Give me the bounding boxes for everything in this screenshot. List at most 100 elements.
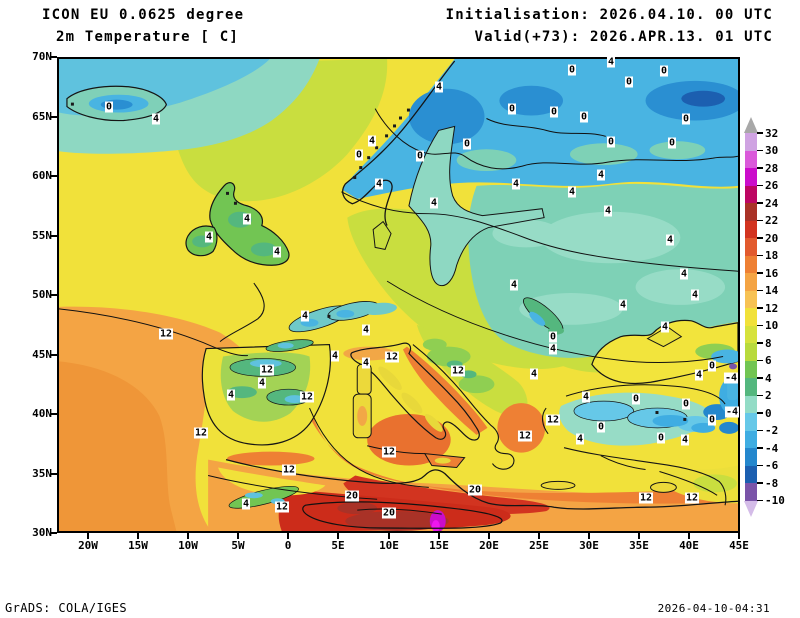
- lon-tick-mark: [187, 533, 189, 539]
- colorbar-value-label: -8: [765, 476, 779, 490]
- lon-tick-label: 0: [284, 539, 292, 552]
- colorbar-segment: [745, 483, 757, 501]
- colorbar-value-label: 22: [765, 214, 779, 227]
- lat-tick-mark: [51, 532, 57, 534]
- colorbar-tick: [757, 429, 763, 432]
- colorbar-bar: [745, 133, 757, 501]
- colorbar-value-label: 32: [765, 126, 779, 140]
- lon-tick-mark: [588, 533, 590, 539]
- colorbar-over-arrow: [744, 117, 758, 133]
- lon-tick-mark: [388, 533, 390, 539]
- colorbar-segment: [745, 185, 757, 203]
- colorbar-value-label: 30: [765, 144, 779, 157]
- lon-tick-mark: [638, 533, 640, 539]
- lat-tick-mark: [51, 413, 57, 415]
- lon-tick-mark: [488, 533, 490, 539]
- colorbar-value-label: 26: [765, 179, 779, 192]
- colorbar-value-label: 18: [765, 249, 779, 262]
- colorbar-tick: [757, 272, 763, 274]
- lon-tick-mark: [87, 533, 89, 539]
- colorbar-tick: [757, 307, 763, 309]
- colorbar-segment: [745, 238, 757, 256]
- colorbar-value-label: 2: [765, 389, 772, 402]
- colorbar-segment: [745, 413, 757, 431]
- lat-tick-label: 60N: [32, 169, 52, 182]
- lon-tick-label: 10W: [178, 539, 198, 552]
- colorbar-tick: [757, 184, 763, 187]
- lon-tick-mark: [688, 533, 690, 539]
- temperature-colorbar: 32 30 28 26 24 22 20 18 16 14 12 10 8 6 4 2 0 -2 -4 -6 -8 -10: [744, 117, 800, 527]
- lat-tick-mark: [51, 116, 57, 118]
- colorbar-value-label: 24: [765, 196, 779, 210]
- colorbar-tick: [757, 132, 763, 134]
- colorbar-segment: [745, 465, 757, 483]
- lon-tick-label: 5W: [231, 539, 245, 552]
- lon-tick-label: 40E: [679, 539, 699, 552]
- colorbar-tick: [757, 482, 763, 484]
- colorbar-segment: [745, 378, 757, 396]
- lat-tick-label: 70N: [32, 50, 52, 63]
- colorbar-tick: [757, 289, 763, 292]
- colorbar-segment: [745, 273, 757, 291]
- colorbar-value-label: -2: [765, 424, 779, 437]
- map-frame: 0 4 4 4 0 0 0 0 0 0 0 0 0 0 0 0 4 4 4 4 4 4 4 4 4 4 4 4 4 4 4 4 0 4 4 4 4 4 12…: [57, 56, 740, 533]
- lon-tick-mark: [438, 533, 440, 539]
- colorbar-segment: [745, 308, 757, 326]
- colorbar-tick: [757, 377, 763, 379]
- lat-tick-label: 40N: [32, 407, 52, 420]
- colorbar-value-label: -6: [765, 459, 779, 472]
- colorbar-tick: [757, 412, 763, 414]
- colorbar-segment: [745, 343, 757, 361]
- lat-tick-mark: [51, 294, 57, 296]
- lat-tick-mark: [51, 235, 57, 237]
- colorbar-value-label: 0: [765, 406, 772, 420]
- model-title: ICON EU 0.0625 degree: [42, 7, 245, 23]
- creation-timestamp: 2026-04-10-04:31: [657, 602, 770, 615]
- colorbar-value-label: 4: [765, 371, 772, 385]
- lon-tick-mark: [137, 533, 139, 539]
- lat-tick-mark: [51, 56, 57, 58]
- colorbar-value-label: 6: [765, 354, 772, 367]
- colorbar-tick: [757, 447, 763, 449]
- colorbar-tick: [757, 149, 763, 152]
- temperature-map-svg: [59, 59, 738, 531]
- colorbar-tick: [757, 464, 763, 467]
- colorbar-value-label: 20: [765, 231, 779, 245]
- lon-tick-label: 15E: [429, 539, 449, 552]
- colorbar-value-label: -4: [765, 441, 779, 455]
- colorbar-segment: [745, 325, 757, 343]
- lon-tick-label: 20W: [78, 539, 98, 552]
- colorbar-tick: [757, 237, 763, 239]
- colorbar-tick: [757, 167, 763, 169]
- lon-tick-label: 35E: [629, 539, 649, 552]
- colorbar-tick: [757, 499, 763, 502]
- colorbar-value-label: 10: [765, 319, 779, 332]
- colorbar-segment: [745, 395, 757, 413]
- colorbar-segment: [745, 203, 757, 221]
- lat-tick-mark: [51, 175, 57, 177]
- colorbar-segment: [745, 290, 757, 308]
- lon-tick-mark: [287, 533, 289, 539]
- lon-tick-label: 15W: [128, 539, 148, 552]
- colorbar-segment: [745, 220, 757, 238]
- lat-tick-label: 50N: [32, 288, 52, 301]
- field-title: 2m Temperature [ C]: [56, 29, 239, 45]
- grads-credit: GrADS: COLA/IGES: [5, 601, 127, 615]
- lon-tick-mark: [738, 533, 740, 539]
- lon-tick-label: 10E: [379, 539, 399, 552]
- colorbar-segment: [745, 360, 757, 378]
- colorbar-tick: [757, 394, 763, 397]
- lon-tick-label: 30E: [579, 539, 599, 552]
- colorbar-value-label: 8: [765, 336, 772, 350]
- colorbar-segment: [745, 448, 757, 466]
- lon-tick-label: 20E: [479, 539, 499, 552]
- colorbar-segment: [745, 430, 757, 448]
- colorbar-value-label: 12: [765, 301, 779, 315]
- lat-tick-label: 35N: [32, 467, 52, 480]
- colorbar-tick: [757, 202, 763, 204]
- colorbar-value-label: 16: [765, 266, 779, 280]
- init-time-label: Initialisation: 2026.04.10. 00 UTC: [445, 7, 773, 23]
- lon-tick-label: 25E: [529, 539, 549, 552]
- colorbar-value-label: 14: [765, 284, 779, 297]
- colorbar-value-label: -10: [765, 494, 785, 507]
